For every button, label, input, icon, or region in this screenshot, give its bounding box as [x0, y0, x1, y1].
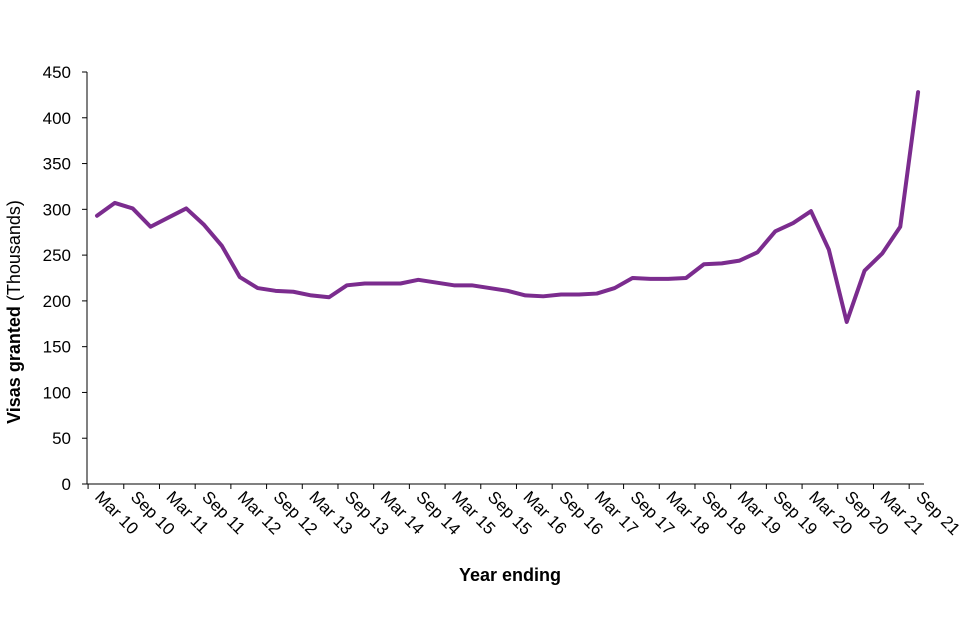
series-line: [95, 90, 921, 324]
y-axis-title-light: (Thousands): [4, 200, 24, 306]
y-tick-label: 350: [43, 155, 71, 174]
y-tick-label: 300: [43, 200, 71, 219]
y-axis-title-bold: Visas granted: [4, 306, 24, 424]
y-axis: 0 50 100 150 200 250 300 350 400 450: [43, 63, 88, 494]
y-tick-label: 400: [43, 109, 71, 128]
y-tick-label: 150: [43, 338, 71, 357]
x-axis-title: Year ending: [459, 565, 561, 585]
y-tick-label: 50: [52, 429, 71, 448]
y-axis-title: Visas granted (Thousands): [4, 200, 24, 424]
y-tick-label: 0: [62, 475, 71, 494]
y-tick-label: 450: [43, 63, 71, 82]
series-layer: [95, 90, 921, 324]
y-tick-label: 250: [43, 246, 71, 265]
y-tick-label: 100: [43, 383, 71, 402]
y-tick-label: 200: [43, 292, 71, 311]
